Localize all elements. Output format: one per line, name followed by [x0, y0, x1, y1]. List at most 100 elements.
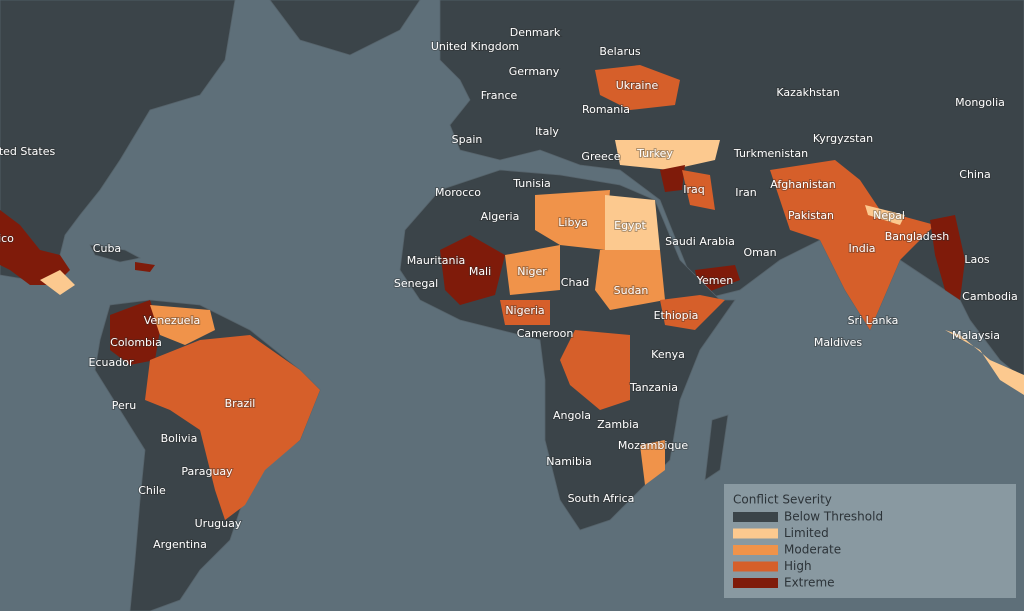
country-label: Brazil	[225, 397, 256, 410]
country-label: Turkmenistan	[733, 147, 808, 160]
country-label: Chad	[561, 276, 589, 289]
country-label: Laos	[964, 253, 990, 266]
country-label: Mozambique	[618, 439, 688, 452]
country-label: Nepal	[873, 209, 905, 222]
country-label: Paraguay	[181, 465, 233, 478]
country-label: Angola	[553, 409, 591, 422]
country-label: Germany	[509, 65, 560, 78]
legend-title: Conflict Severity	[733, 493, 832, 507]
country-extreme	[110, 300, 160, 365]
country-label: Mongolia	[955, 96, 1005, 109]
country-label: Kazakhstan	[776, 86, 839, 99]
country-extreme	[135, 262, 155, 272]
country-label: Tanzania	[629, 381, 678, 394]
country-label: Libya	[558, 216, 587, 229]
country-label: Bangladesh	[885, 230, 950, 243]
country-moderate	[535, 190, 610, 250]
country-label: Argentina	[153, 538, 207, 551]
country-label: Oman	[743, 246, 776, 259]
country-label: Italy	[535, 125, 559, 138]
caribbean	[89, 244, 142, 263]
country-extreme	[660, 165, 685, 192]
country-label: Kenya	[651, 348, 685, 361]
legend-items: Below Threshold Limited Moderate High Extrem…	[733, 510, 883, 590]
country-label: Iraq	[683, 183, 705, 196]
country-label: United States	[0, 145, 56, 158]
country-label: Sri Lanka	[848, 314, 899, 327]
country-label: Nigeria	[505, 304, 544, 317]
country-label: Yemen	[696, 274, 734, 287]
country-label: Ecuador	[89, 356, 134, 369]
country-moderate	[505, 245, 560, 295]
country-label: United Kingdom	[431, 40, 519, 53]
country-label: Saudi Arabia	[665, 235, 735, 248]
country-label: Egypt	[614, 219, 646, 232]
country-extreme	[930, 215, 965, 300]
country-label: Iran	[735, 186, 757, 199]
country-label: France	[481, 89, 518, 102]
country-label: Zambia	[597, 418, 639, 431]
legend-swatch	[733, 578, 778, 588]
country-label: Chile	[138, 484, 166, 497]
country-label: Venezuela	[144, 314, 201, 327]
country-moderate	[595, 250, 665, 310]
country-limited	[615, 140, 720, 170]
greenland	[269, 0, 421, 56]
country-label: Tunisia	[512, 177, 551, 190]
country-label: Romania	[582, 103, 630, 116]
country-label: Belarus	[599, 45, 641, 58]
country-label: Mali	[469, 265, 491, 278]
country-label: Cameroon	[517, 327, 574, 340]
country-extreme	[440, 235, 505, 305]
country-label: Kyrgyzstan	[813, 132, 873, 145]
legend-label: Moderate	[784, 543, 841, 557]
country-label: Algeria	[481, 210, 520, 223]
legend-swatch	[733, 545, 778, 555]
country-label: Turkey	[636, 147, 673, 160]
country-label: Peru	[112, 399, 137, 412]
country-high	[660, 295, 725, 330]
madagascar	[704, 414, 729, 481]
country-label: Cambodia	[962, 290, 1018, 303]
country-label: Senegal	[394, 277, 438, 290]
legend-label: Below Threshold	[784, 510, 883, 524]
country-label: Mauritania	[407, 254, 466, 267]
country-label: South Africa	[568, 492, 635, 505]
country-label: Pakistan	[788, 209, 834, 222]
country-label: Denmark	[510, 26, 561, 39]
legend-swatch	[733, 561, 778, 572]
country-extreme	[0, 210, 70, 285]
legend-label: High	[784, 559, 812, 573]
country-label: ico	[0, 232, 14, 245]
country-high	[682, 170, 715, 210]
country-label: India	[849, 242, 876, 255]
country-label: Ethiopia	[654, 309, 699, 322]
country-label: Spain	[452, 133, 483, 146]
country-high	[500, 300, 550, 325]
country-high	[595, 65, 680, 110]
country-label: Morocco	[435, 186, 481, 199]
country-high	[560, 330, 630, 410]
country-label: China	[959, 168, 990, 181]
legend-label: Extreme	[784, 576, 835, 590]
country-moderate	[150, 305, 215, 345]
country-label: Namibia	[546, 455, 592, 468]
country-limited	[40, 270, 75, 295]
country-high	[770, 160, 935, 330]
country-high	[145, 335, 320, 520]
country-label: Afghanistan	[770, 178, 836, 191]
legend-swatch	[733, 512, 778, 522]
country-label: Cuba	[93, 242, 121, 255]
country-label: Greece	[581, 150, 620, 163]
country-label: Ukraine	[616, 79, 659, 92]
country-limited	[945, 330, 1024, 395]
country-limited	[605, 195, 660, 250]
country-label: Uruguay	[195, 517, 242, 530]
country-label: Bolivia	[161, 432, 198, 445]
country-label: Maldives	[814, 336, 863, 349]
country-moderate	[640, 440, 665, 485]
country-label: Malaysia	[952, 329, 1000, 342]
